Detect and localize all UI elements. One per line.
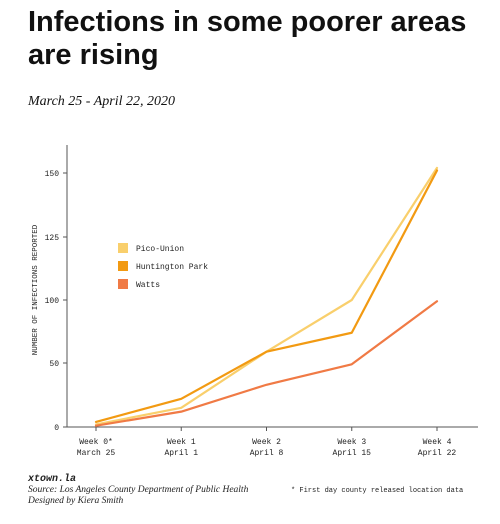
x-tick-label: Week 2: [252, 438, 281, 447]
footnote: * First day county released location dat…: [291, 487, 464, 495]
x-tick-sublabel: April 8: [250, 449, 284, 458]
series-line-huntington-park: [94, 169, 439, 423]
x-tick-sublabel: April 22: [418, 449, 457, 458]
legend-label: Huntington Park: [136, 263, 208, 272]
chart-subtitle: March 25 - April 22, 2020: [28, 94, 175, 109]
source-label: Source: Los Angeles County Department of…: [28, 485, 249, 495]
legend-swatch: [118, 279, 128, 289]
legend-swatch: [118, 261, 128, 271]
y-axis-title: NUMBER OF INFECTIONS REPORTED: [32, 224, 40, 355]
x-tick-sublabel: April 15: [333, 449, 372, 458]
chart-title: Infections in some poorer areas are risi…: [28, 6, 467, 71]
legend-swatch: [118, 243, 128, 253]
x-tick-label: Week 3: [337, 438, 366, 447]
x-tick-sublabel: March 25: [77, 449, 116, 458]
designer-label: Designed by Kiera Smith: [28, 496, 124, 506]
y-tick-label: 125: [45, 234, 60, 243]
x-tick-label: Week 1: [167, 438, 196, 447]
series-line-watts: [94, 300, 439, 427]
y-tick-label: 50: [49, 360, 59, 369]
x-tick-label: Week 4: [423, 438, 452, 447]
y-tick-label: 150: [45, 170, 60, 179]
brand-label: xtown.la: [28, 474, 77, 485]
legend-label: Watts: [136, 281, 160, 290]
y-tick-label: 100: [45, 297, 60, 306]
credits: xtown.la Source: Los Angeles County Depa…: [28, 474, 248, 507]
x-tick-sublabel: April 1: [164, 449, 198, 458]
series-line-pico-union: [94, 166, 439, 426]
legend-label: Pico-Union: [136, 245, 184, 254]
line-chart: 0 50 100 125 150 NUMBER OF INFECTIONS REPORTE…: [32, 145, 478, 458]
y-tick-label: 0: [54, 424, 59, 433]
x-tick-label: Week 0*: [79, 438, 113, 447]
